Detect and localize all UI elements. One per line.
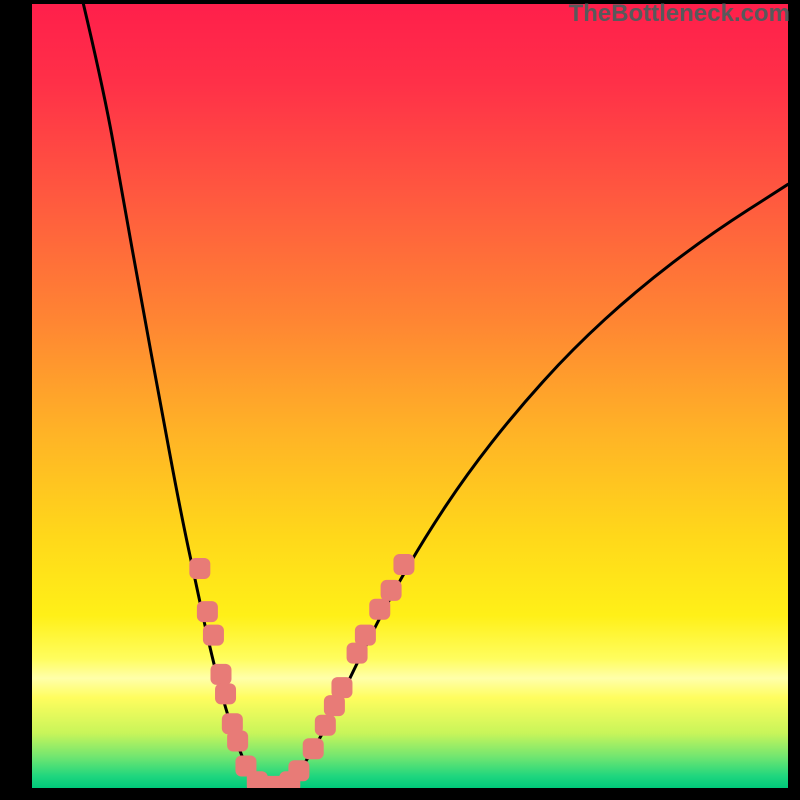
data-marker — [347, 643, 368, 664]
data-marker — [315, 715, 336, 736]
data-marker — [215, 683, 236, 704]
data-marker — [197, 601, 218, 622]
data-marker — [381, 580, 402, 601]
bottleneck-curve-chart — [32, 4, 788, 788]
data-marker — [288, 760, 309, 781]
watermark-text: TheBottleneck.com — [569, 0, 790, 28]
data-marker — [227, 730, 248, 751]
bottleneck-curve — [83, 4, 788, 786]
data-marker — [393, 554, 414, 575]
data-marker — [355, 625, 376, 646]
data-marker — [324, 695, 345, 716]
data-marker — [369, 599, 390, 620]
data-marker — [211, 664, 232, 685]
data-marker — [203, 625, 224, 646]
data-marker — [303, 738, 324, 759]
data-marker — [331, 677, 352, 698]
data-marker — [189, 558, 210, 579]
